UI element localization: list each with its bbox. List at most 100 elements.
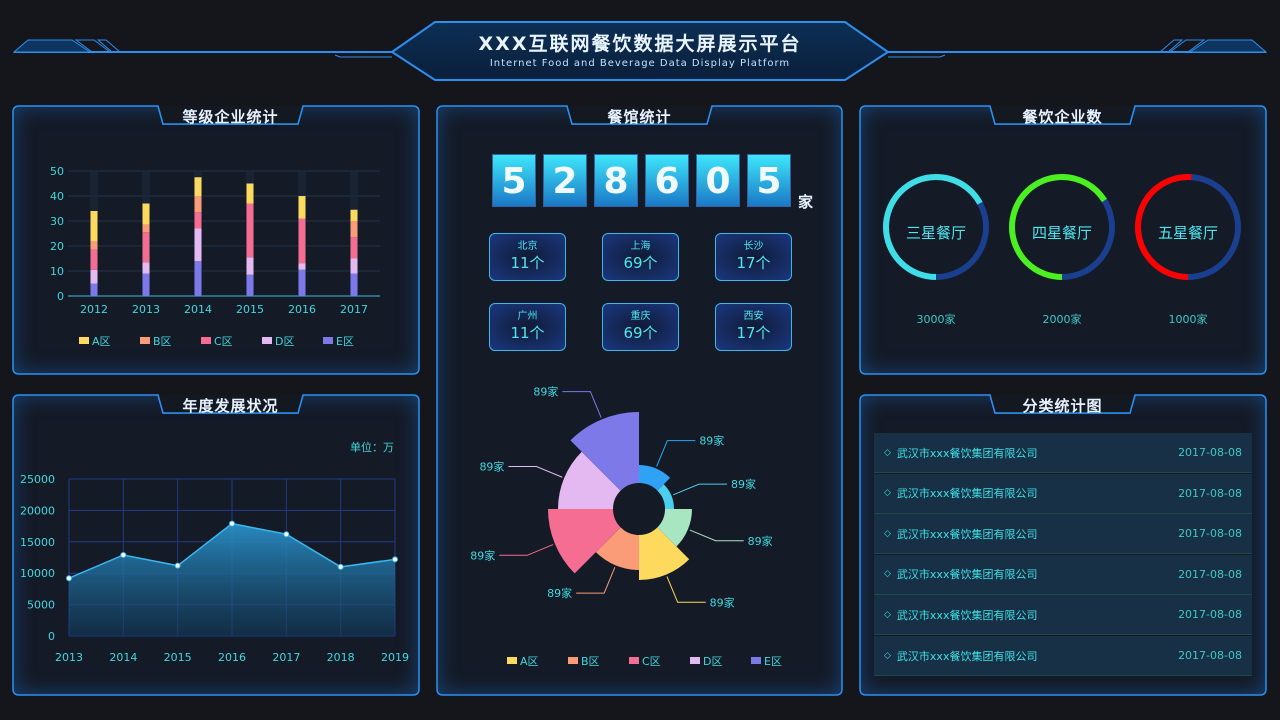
bar-segment bbox=[142, 273, 150, 296]
city-card[interactable]: 北京 11个 bbox=[489, 233, 566, 281]
x-tick-label: 2014 bbox=[184, 303, 212, 316]
rose-slice[interactable] bbox=[570, 412, 639, 491]
y-tick-label: 5000 bbox=[27, 599, 55, 612]
company-name: 武汉市xxx餐饮集团有限公司 bbox=[896, 649, 1038, 663]
company-name: 武汉市xxx餐饮集团有限公司 bbox=[896, 527, 1038, 541]
legend-swatch bbox=[262, 337, 272, 344]
bar-segment bbox=[142, 262, 150, 274]
bar-segment bbox=[90, 283, 98, 296]
data-point[interactable] bbox=[229, 520, 235, 527]
legend-swatch bbox=[140, 337, 150, 344]
bar-segment bbox=[90, 249, 98, 270]
panel-title: 餐馆统计 bbox=[607, 108, 672, 126]
list-date: 2017-08-08 bbox=[1178, 486, 1242, 500]
city-count: 17个 bbox=[736, 254, 771, 272]
city-card[interactable]: 重庆 69个 bbox=[602, 303, 679, 351]
list-date: 2017-08-08 bbox=[1178, 649, 1242, 662]
label-leader-line bbox=[666, 576, 706, 603]
ring-progress bbox=[1135, 174, 1241, 280]
page-title: XXX互联网餐饮数据大屏展示平台 bbox=[478, 33, 802, 55]
ring-label: 四星餐厅 bbox=[1031, 224, 1092, 242]
list-item[interactable]: ◇ 武汉市xxx餐饮集团有限公司 2017-08-08 bbox=[874, 636, 1252, 676]
diamond-outline-icon: ◇ bbox=[884, 528, 891, 539]
city-card[interactable]: 长沙 17个 bbox=[715, 233, 792, 281]
panel-frame bbox=[436, 105, 843, 696]
label-leader-line bbox=[576, 567, 616, 594]
data-point[interactable] bbox=[174, 562, 181, 569]
city-name: 广州 bbox=[517, 311, 538, 322]
list-date: 2017-08-08 bbox=[1178, 446, 1242, 459]
company-name: 武汉市xxx餐饮集团有限公司 bbox=[896, 568, 1038, 582]
bar-segment bbox=[298, 218, 306, 264]
legend-label[interactable]: A区 bbox=[520, 655, 539, 668]
data-point[interactable] bbox=[66, 575, 72, 582]
slice-label: 89家 bbox=[699, 434, 724, 448]
rose-slice[interactable] bbox=[558, 451, 621, 509]
data-point[interactable] bbox=[337, 563, 344, 570]
data-point[interactable] bbox=[120, 551, 127, 558]
x-tick-label: 2016 bbox=[288, 303, 316, 316]
bar-segment bbox=[194, 177, 202, 196]
data-point[interactable] bbox=[392, 556, 398, 563]
city-card[interactable]: 上海 69个 bbox=[602, 233, 679, 281]
city-name: 上海 bbox=[630, 241, 651, 252]
ring-label: 五星餐厅 bbox=[1157, 224, 1218, 242]
counter-digit: 5 bbox=[747, 154, 791, 207]
legend-label[interactable]: E区 bbox=[336, 335, 354, 348]
rose-slice[interactable] bbox=[657, 484, 674, 509]
legend-label[interactable]: D区 bbox=[703, 655, 722, 668]
slice-label: 89家 bbox=[479, 460, 504, 474]
bar-segment bbox=[350, 258, 358, 274]
legend-label[interactable]: A区 bbox=[92, 335, 111, 348]
city-name: 西安 bbox=[743, 311, 764, 322]
x-tick-label: 2016 bbox=[218, 651, 246, 664]
list-item[interactable]: ◇ 武汉市xxx餐饮集团有限公司 2017-08-08 bbox=[874, 514, 1252, 555]
label-leader-line bbox=[689, 529, 744, 542]
legend-label[interactable]: C区 bbox=[642, 655, 661, 668]
x-tick-label: 2017 bbox=[340, 303, 368, 316]
diamond-outline-icon: ◇ bbox=[884, 609, 891, 620]
data-point[interactable] bbox=[283, 531, 290, 538]
panel-annual: 年度发展状况 bbox=[12, 394, 420, 696]
legend-label[interactable]: B区 bbox=[581, 655, 600, 668]
counter-digit: 8 bbox=[594, 154, 638, 207]
rose-slice[interactable] bbox=[639, 465, 671, 491]
label-leader-line bbox=[562, 391, 602, 418]
unit-label: 单位：万 bbox=[350, 441, 394, 454]
area-fill bbox=[69, 523, 395, 636]
y-tick-label: 0 bbox=[57, 290, 64, 303]
rose-slice[interactable] bbox=[639, 527, 690, 580]
annual-area-chart: 0 5000 10000 15000 20000 25000 2013 2014 2015 201… bbox=[20, 473, 409, 664]
bar-segment bbox=[298, 269, 306, 296]
legend-label[interactable]: B区 bbox=[153, 335, 172, 348]
counter-digit: 2 bbox=[543, 154, 587, 207]
bar-segment bbox=[90, 241, 98, 250]
y-tick-label: 0 bbox=[48, 630, 55, 643]
list-item[interactable]: ◇ 武汉市xxx餐饮集团有限公司 2017-08-08 bbox=[874, 595, 1252, 636]
label-leader-line bbox=[499, 544, 554, 556]
city-name: 重庆 bbox=[630, 311, 651, 322]
y-tick-label: 10000 bbox=[20, 567, 55, 580]
list-item[interactable]: ◇ 武汉市xxx餐饮集团有限公司 2017-08-08 bbox=[874, 554, 1252, 595]
bar-segment bbox=[350, 209, 358, 221]
bar-segment bbox=[246, 257, 254, 275]
panel-title: 年度发展状况 bbox=[182, 397, 279, 415]
list-item[interactable]: ◇ 武汉市xxx餐饮集团有限公司 2017-08-08 bbox=[874, 433, 1252, 473]
rose-pie-chart: 89家 89家 89家 89家 89家 89家 89家 89家 A区 B区 C区 D区 E区 bbox=[470, 385, 782, 668]
city-card[interactable]: 广州 11个 bbox=[489, 303, 566, 351]
bar-segment bbox=[142, 232, 150, 263]
bar-segment bbox=[90, 211, 98, 241]
legend-label[interactable]: D区 bbox=[275, 335, 294, 348]
legend-swatch bbox=[751, 657, 761, 664]
list-item[interactable]: ◇ 武汉市xxx餐饮集团有限公司 2017-08-08 bbox=[874, 473, 1252, 514]
rose-slice[interactable] bbox=[548, 509, 621, 574]
bar-segment bbox=[90, 269, 98, 284]
legend-label[interactable]: C区 bbox=[214, 335, 233, 348]
city-card[interactable]: 西安 17个 bbox=[715, 303, 792, 351]
rose-slice[interactable] bbox=[595, 527, 639, 570]
y-tick-label: 40 bbox=[50, 190, 64, 203]
legend-label[interactable]: E区 bbox=[764, 655, 782, 668]
panel-title: 分类统计图 bbox=[1022, 397, 1103, 415]
rose-slice[interactable] bbox=[657, 509, 692, 547]
y-tick-label: 50 bbox=[50, 165, 64, 178]
